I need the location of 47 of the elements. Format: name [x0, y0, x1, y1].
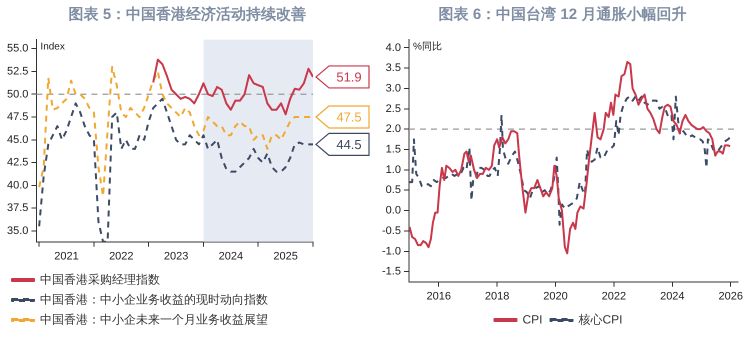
x-tick-label: 2016 — [426, 290, 451, 302]
chart-title: 图表 5：中国香港经济活动持续改善 — [68, 4, 308, 25]
x-tick-label: 2020 — [543, 290, 568, 302]
x-tick-label: 2022 — [109, 250, 134, 262]
legend-label: 中国香港采购经理指数 — [40, 272, 160, 286]
y-tick-label: -0.5 — [382, 224, 401, 237]
legend-label: 中国香港：中小企未来一个月业务收益展望 — [40, 312, 268, 326]
data-label: 44.5 — [336, 136, 362, 152]
y-tick-label: 50.0 — [6, 88, 28, 100]
y-tick-label: -1.5 — [382, 266, 401, 278]
y-axis-title: Index — [40, 41, 65, 52]
legend-label: 核心CPI — [578, 312, 623, 326]
y-tick-label: 4.0 — [386, 42, 401, 54]
y-tick-label: 1.5 — [386, 144, 401, 156]
y-tick-label: 55.0 — [6, 42, 28, 55]
y-tick-label: 42.5 — [6, 156, 28, 169]
line-series — [38, 98, 313, 242]
y-tick-label: 37.5 — [6, 202, 28, 214]
legend-label: 中国香港：中小企业务收益的现时动向指数 — [40, 292, 268, 306]
x-tick-label: 2018 — [484, 290, 510, 302]
y-tick-label: 3.5 — [386, 62, 401, 74]
x-tick-label: 2021 — [54, 250, 79, 262]
y-tick-label: 0.5 — [386, 184, 401, 196]
y-tick-label: 45.0 — [6, 134, 28, 146]
y-tick-label: 3.0 — [386, 82, 401, 94]
line-series — [408, 96, 732, 226]
y-tick-label: 35.0 — [6, 224, 28, 237]
x-tick-label: 2024 — [660, 290, 685, 302]
y-axis-title: %同比 — [412, 40, 442, 52]
y-tick-label: 40.0 — [6, 179, 28, 192]
y-tick-label: 0.0 — [386, 204, 401, 217]
y-tick-label: 2.0 — [386, 123, 401, 136]
x-tick-label: 2024 — [218, 250, 244, 262]
x-tick-label: 2022 — [602, 290, 626, 302]
x-tick-label: 2026 — [718, 290, 743, 302]
y-tick-label: 1.0 — [386, 164, 401, 176]
data-label: 51.9 — [336, 70, 362, 85]
legend-label: CPI — [522, 312, 543, 326]
y-tick-label: -1.0 — [382, 245, 401, 258]
data-label: 47.5 — [336, 110, 362, 125]
line-series — [38, 66, 313, 198]
x-tick-label: 2025 — [273, 250, 298, 262]
x-tick-label: 2023 — [164, 250, 188, 262]
y-tick-label: 47.5 — [6, 111, 28, 124]
y-tick-label: 52.5 — [6, 66, 28, 78]
chart-title: 图表 6：中国台湾 12 月通胀小幅回升 — [438, 5, 688, 25]
y-tick-label: 2.5 — [386, 102, 401, 115]
